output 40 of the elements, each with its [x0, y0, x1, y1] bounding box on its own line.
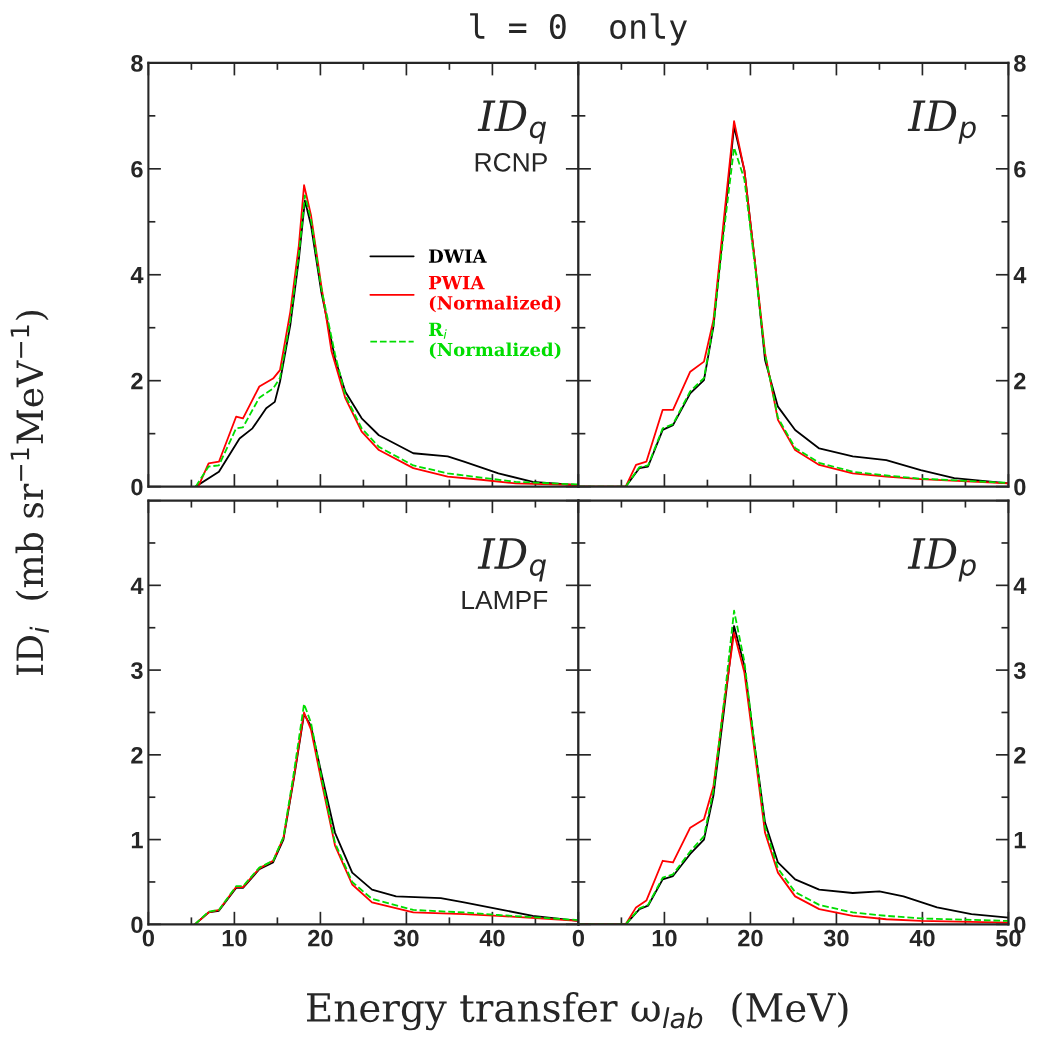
y-tick-label: 2	[131, 746, 143, 764]
x-tick-label: 0	[572, 929, 585, 947]
y-tick-label: 1	[1014, 831, 1026, 849]
legend-label: PWIA (Normalized)	[428, 276, 561, 313]
annotation: ID$_{p}$	[907, 538, 976, 582]
annotation: ID$_{q}$	[477, 538, 546, 582]
x-tick-label: 20	[308, 929, 333, 947]
y-tick-label: 3	[1013, 662, 1026, 679]
y-tick-label: 6	[131, 160, 143, 178]
y-tick-label: 2	[1014, 372, 1026, 390]
y-tick-label: 0	[131, 916, 143, 934]
y-tick-label: 4	[130, 267, 144, 284]
x-tick-label: 40	[479, 929, 505, 947]
y-tick-label: 0	[131, 478, 143, 496]
y-tick-label: 0	[1014, 478, 1026, 496]
y-tick-label: 4	[1013, 577, 1027, 594]
y-tick-label: 8	[1014, 54, 1026, 72]
y-tick-label: 8	[131, 54, 143, 72]
y-tick-label: 6	[1014, 160, 1026, 178]
x-tick-label: 30	[393, 929, 419, 947]
chart-title: l = 0 only	[470, 13, 687, 46]
y-tick-label: 2	[1014, 746, 1026, 764]
x-tick-label: 40	[909, 929, 935, 947]
y-axis-title: ID$_{i}$ (mb sr$^{−1}$MeV$^{−1}$)	[10, 310, 49, 676]
x-tick-label: 10	[652, 929, 677, 947]
x-tick-label: 30	[823, 929, 849, 947]
y-tick-label: 4	[1013, 267, 1027, 284]
y-tick-label: 2	[131, 372, 143, 390]
y-tick-label: 4	[130, 577, 144, 594]
x-tick-label: 20	[738, 929, 763, 947]
y-tick-label: 3	[130, 662, 143, 679]
x-tick-label: 10	[222, 929, 247, 947]
legend-label: R$_{i}$ (Normalized)	[428, 322, 561, 359]
annotation: ID$_{p}$	[907, 100, 976, 144]
legend-label: DWIA	[428, 249, 487, 263]
annotation: RCNP	[475, 152, 547, 172]
y-tick-label: 1	[131, 831, 143, 849]
annotation: LAMPF	[462, 590, 548, 610]
x-axis-title: Energy transfer ω$_{lab}$ (MeV)	[307, 992, 848, 1031]
annotation: ID$_{q}$	[477, 100, 546, 144]
